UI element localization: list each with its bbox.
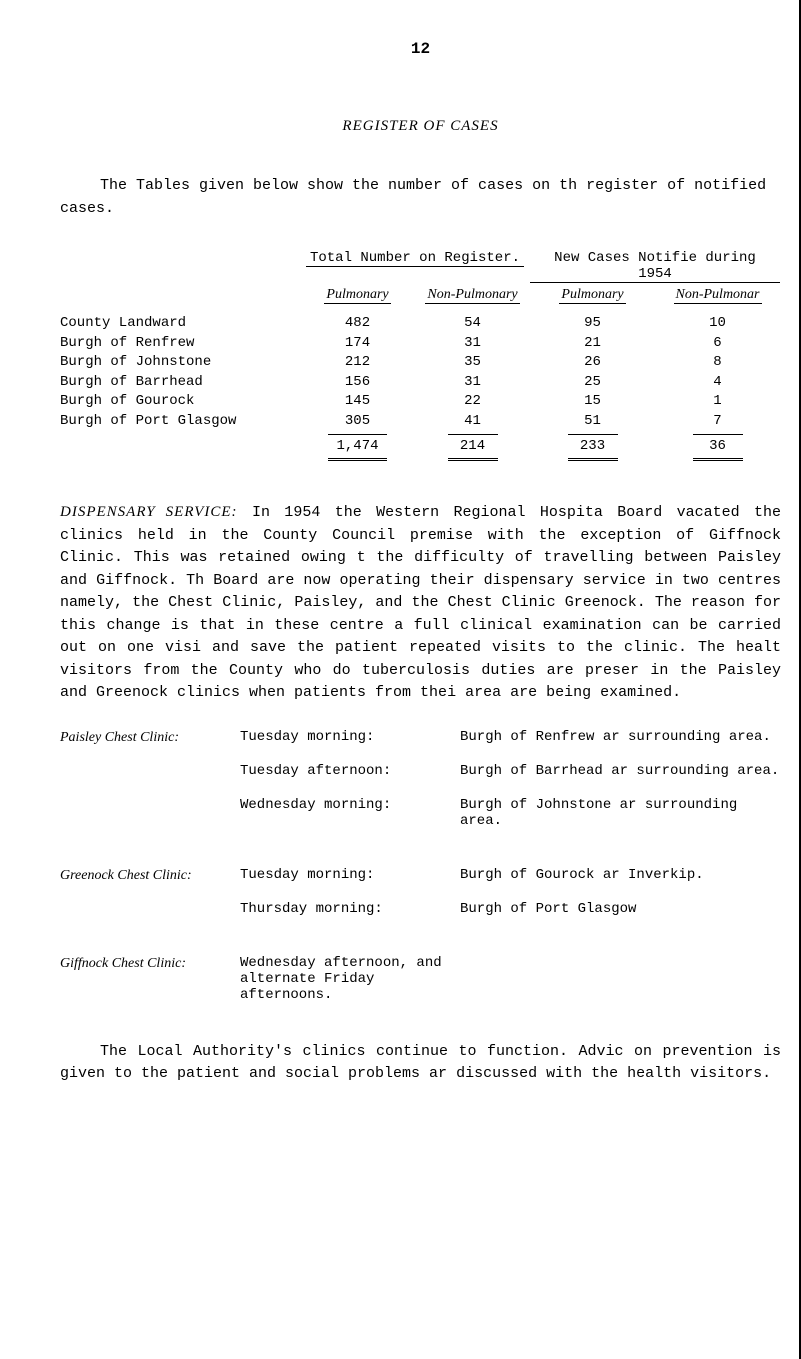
table-row: Burgh of Renfrew 174 31 21 6	[60, 334, 781, 354]
cell: 31	[415, 373, 530, 393]
cell: 15	[530, 392, 655, 412]
subheader-3: Pulmonary	[559, 287, 625, 304]
schedule-row: Wednesday afternoon, and alternate Frida…	[240, 955, 781, 1003]
cell: 482	[300, 314, 415, 334]
clinic-name: Giffnock Chest Clinic:	[60, 955, 240, 1021]
cell: 6	[655, 334, 780, 354]
table-row: County Landward 482 54 95 10	[60, 314, 781, 334]
table-sub-headers: Pulmonary Non-Pulmonary Pulmonary Non-Pu…	[60, 287, 781, 304]
row-label: Burgh of Barrhead	[60, 373, 300, 393]
cell: 7	[655, 412, 780, 432]
row-label: Burgh of Johnstone	[60, 353, 300, 373]
schedule-row: Tuesday afternoon: Burgh of Barrhead ar …	[240, 763, 781, 779]
clinic-name: Greenock Chest Clinic:	[60, 867, 240, 935]
cell: 51	[530, 412, 655, 432]
cell: 8	[655, 353, 780, 373]
cell: 35	[415, 353, 530, 373]
total-cell: 1,474	[328, 434, 386, 462]
cell: 10	[655, 314, 780, 334]
group-header-1: Total Number on Register.	[306, 250, 524, 267]
table-totals: 1,474 214 233 36	[60, 434, 781, 462]
clinic-block: Giffnock Chest Clinic: Wednesday afterno…	[60, 955, 781, 1021]
schedule-time: Tuesday morning:	[240, 867, 460, 883]
schedule-desc: Burgh of Johnstone ar surrounding area.	[460, 797, 781, 829]
schedule-row: Wednesday morning: Burgh of Johnstone ar…	[240, 797, 781, 829]
clinic-block: Paisley Chest Clinic: Tuesday morning: B…	[60, 729, 781, 847]
dispensary-paragraph: DISPENSARY SERVICE: In 1954 the Western …	[60, 501, 781, 705]
schedule-row: Tuesday morning: Burgh of Renfrew ar sur…	[240, 729, 781, 745]
schedule-time: Tuesday afternoon:	[240, 763, 460, 779]
document-title: REGISTER OF CASES	[60, 118, 781, 135]
cell: 41	[415, 412, 530, 432]
clinic-block: Greenock Chest Clinic: Tuesday morning: …	[60, 867, 781, 935]
row-label: Burgh of Renfrew	[60, 334, 300, 354]
total-cell: 36	[693, 434, 743, 462]
dispensary-label: DISPENSARY SERVICE:	[60, 504, 238, 520]
clinic-name: Paisley Chest Clinic:	[60, 729, 240, 847]
cell: 31	[415, 334, 530, 354]
schedule-desc: Burgh of Renfrew ar surrounding area.	[460, 729, 781, 745]
schedule-desc: Burgh of Port Glasgow	[460, 901, 781, 917]
cell: 21	[530, 334, 655, 354]
subheader-2: Non-Pulmonary	[425, 287, 519, 304]
schedule-row: Tuesday morning: Burgh of Gourock ar Inv…	[240, 867, 781, 883]
schedule-time: Wednesday afternoon, and alternate Frida…	[240, 955, 460, 1003]
cases-table: Total Number on Register. New Cases Noti…	[60, 250, 781, 461]
cell: 174	[300, 334, 415, 354]
schedule-desc	[460, 955, 781, 1003]
row-label: County Landward	[60, 314, 300, 334]
subheader-1: Pulmonary	[324, 287, 390, 304]
table-row: Burgh of Gourock 145 22 15 1	[60, 392, 781, 412]
group-header-2: New Cases Notifie during 1954	[530, 250, 780, 283]
schedule-time: Wednesday morning:	[240, 797, 460, 829]
schedule-desc: Burgh of Gourock ar Inverkip.	[460, 867, 781, 883]
cell: 1	[655, 392, 780, 412]
table-row: Burgh of Johnstone 212 35 26 8	[60, 353, 781, 373]
schedule-row: Thursday morning: Burgh of Port Glasgow	[240, 901, 781, 917]
cell: 95	[530, 314, 655, 334]
cell: 25	[530, 373, 655, 393]
total-cell: 233	[568, 434, 618, 462]
dispensary-text: In 1954 the Western Regional Hospita Boa…	[60, 504, 781, 701]
table-row: Burgh of Port Glasgow 305 41 51 7	[60, 412, 781, 432]
total-cell: 214	[448, 434, 498, 462]
cell: 26	[530, 353, 655, 373]
row-label: Burgh of Port Glasgow	[60, 412, 300, 432]
cell: 156	[300, 373, 415, 393]
cell: 305	[300, 412, 415, 432]
subheader-4: Non-Pulmonar	[674, 287, 762, 304]
schedule-desc: Burgh of Barrhead ar surrounding area.	[460, 763, 781, 779]
closing-paragraph: The Local Authority's clinics continue t…	[60, 1041, 781, 1086]
cell: 212	[300, 353, 415, 373]
table-row: Burgh of Barrhead 156 31 25 4	[60, 373, 781, 393]
cell: 54	[415, 314, 530, 334]
intro-paragraph: The Tables given below show the number o…	[60, 175, 781, 220]
schedule-time: Tuesday morning:	[240, 729, 460, 745]
row-label: Burgh of Gourock	[60, 392, 300, 412]
cell: 22	[415, 392, 530, 412]
page-number: 12	[60, 40, 781, 58]
cell: 4	[655, 373, 780, 393]
schedule-time: Thursday morning:	[240, 901, 460, 917]
table-group-headers: Total Number on Register. New Cases Noti…	[60, 250, 781, 283]
cell: 145	[300, 392, 415, 412]
